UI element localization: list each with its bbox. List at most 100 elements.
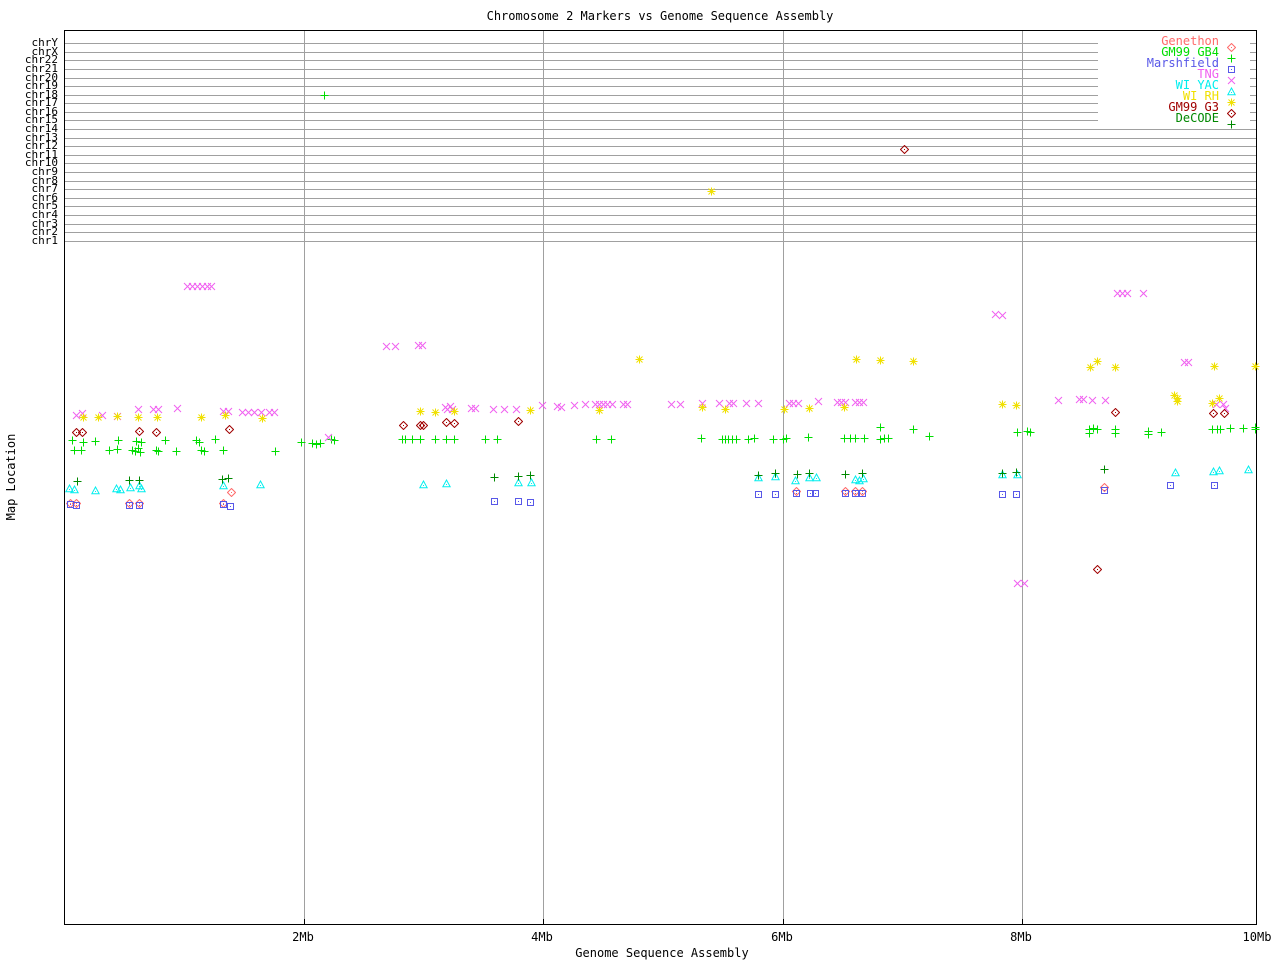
data-point (811, 472, 821, 482)
data-point (489, 405, 498, 414)
square-dot-icon (1227, 59, 1236, 73)
data-point (90, 485, 100, 495)
data-point (1100, 486, 1109, 495)
data-point (154, 405, 163, 414)
chromosome-label: chrX (31, 45, 59, 58)
data-point (852, 355, 861, 364)
data-point (1092, 564, 1102, 574)
legend-row: Genethon (1098, 35, 1250, 53)
data-point (418, 420, 428, 430)
legend-label: DeCODE (1175, 111, 1219, 125)
data-point (70, 446, 79, 455)
data-point (1157, 428, 1166, 437)
data-point (1110, 407, 1120, 417)
data-point (754, 399, 763, 408)
data-point (754, 471, 763, 480)
data-point (697, 434, 706, 443)
data-point (667, 400, 676, 409)
data-point (111, 483, 121, 493)
data-point (173, 404, 182, 413)
chromosome-gridline (65, 232, 1256, 233)
chromosome-gridline (65, 78, 1256, 79)
data-point (884, 434, 893, 443)
data-point (114, 436, 123, 445)
legend-label: WI YAC (1175, 78, 1219, 92)
data-point (1026, 428, 1035, 437)
chromosome-gridline (65, 172, 1256, 173)
data-point (514, 472, 523, 481)
diamond-dot-icon (1226, 103, 1237, 119)
data-point (219, 500, 228, 509)
data-point (221, 411, 230, 420)
data-point (635, 355, 644, 364)
chromosome-gridline (65, 52, 1256, 53)
x-axis-tick (1256, 919, 1257, 924)
data-point (255, 479, 265, 489)
data-point (840, 403, 849, 412)
data-point (125, 482, 135, 492)
data-point (998, 490, 1007, 499)
data-point (226, 502, 235, 511)
data-point (1123, 289, 1132, 298)
data-point (811, 489, 820, 498)
data-point (258, 414, 267, 423)
data-point (1219, 408, 1229, 418)
data-point (72, 501, 81, 510)
data-point (113, 445, 122, 454)
x-axis-tick (783, 919, 784, 924)
data-point (1219, 400, 1228, 409)
data-point (841, 470, 850, 479)
data-point (270, 408, 279, 417)
chromosome-gridline (65, 103, 1256, 104)
chromosome-gridline (65, 69, 1256, 70)
data-point (136, 448, 145, 457)
data-point (513, 477, 523, 487)
data-point (271, 447, 280, 456)
legend-row: TNG (1098, 68, 1250, 85)
data-point (754, 490, 763, 499)
mb-gridline (1022, 31, 1023, 924)
data-point (859, 398, 868, 407)
data-point (1216, 425, 1225, 434)
data-point (408, 435, 417, 444)
data-point (1054, 396, 1063, 405)
x-axis-tick (543, 919, 544, 924)
data-point (115, 484, 125, 494)
x-axis-tick-label: 4Mb (531, 930, 553, 944)
data-point (153, 413, 162, 422)
data-point (68, 436, 77, 445)
data-point (250, 408, 259, 417)
data-point (1086, 363, 1095, 372)
data-point (793, 470, 802, 479)
data-point (1012, 468, 1021, 477)
data-point (136, 483, 146, 493)
data-point (1012, 490, 1021, 499)
data-point (200, 447, 209, 456)
chromosome-gridline (65, 181, 1256, 182)
data-point (316, 439, 325, 448)
data-point (1111, 429, 1120, 438)
chromosome-label: chr13 (24, 131, 58, 144)
data-point (471, 404, 480, 413)
data-point (152, 446, 161, 455)
data-point (1208, 399, 1217, 408)
data-point (744, 435, 753, 444)
data-point (876, 423, 885, 432)
data-point (1111, 363, 1120, 372)
data-point (134, 444, 143, 453)
data-point (312, 440, 321, 449)
chromosome-label: chr14 (24, 122, 58, 135)
chromosome-gridline (65, 138, 1256, 139)
data-point (431, 408, 440, 417)
chromosome-label: chr5 (31, 199, 59, 212)
data-point (526, 477, 536, 487)
data-point (450, 407, 459, 416)
data-point (207, 282, 216, 291)
data-point (998, 400, 1007, 409)
data-point (135, 476, 144, 485)
data-point (1093, 357, 1102, 366)
x-axis-tick (1022, 919, 1023, 924)
data-point (431, 435, 440, 444)
data-point (804, 433, 813, 442)
chromosome-label: chr4 (31, 208, 59, 221)
